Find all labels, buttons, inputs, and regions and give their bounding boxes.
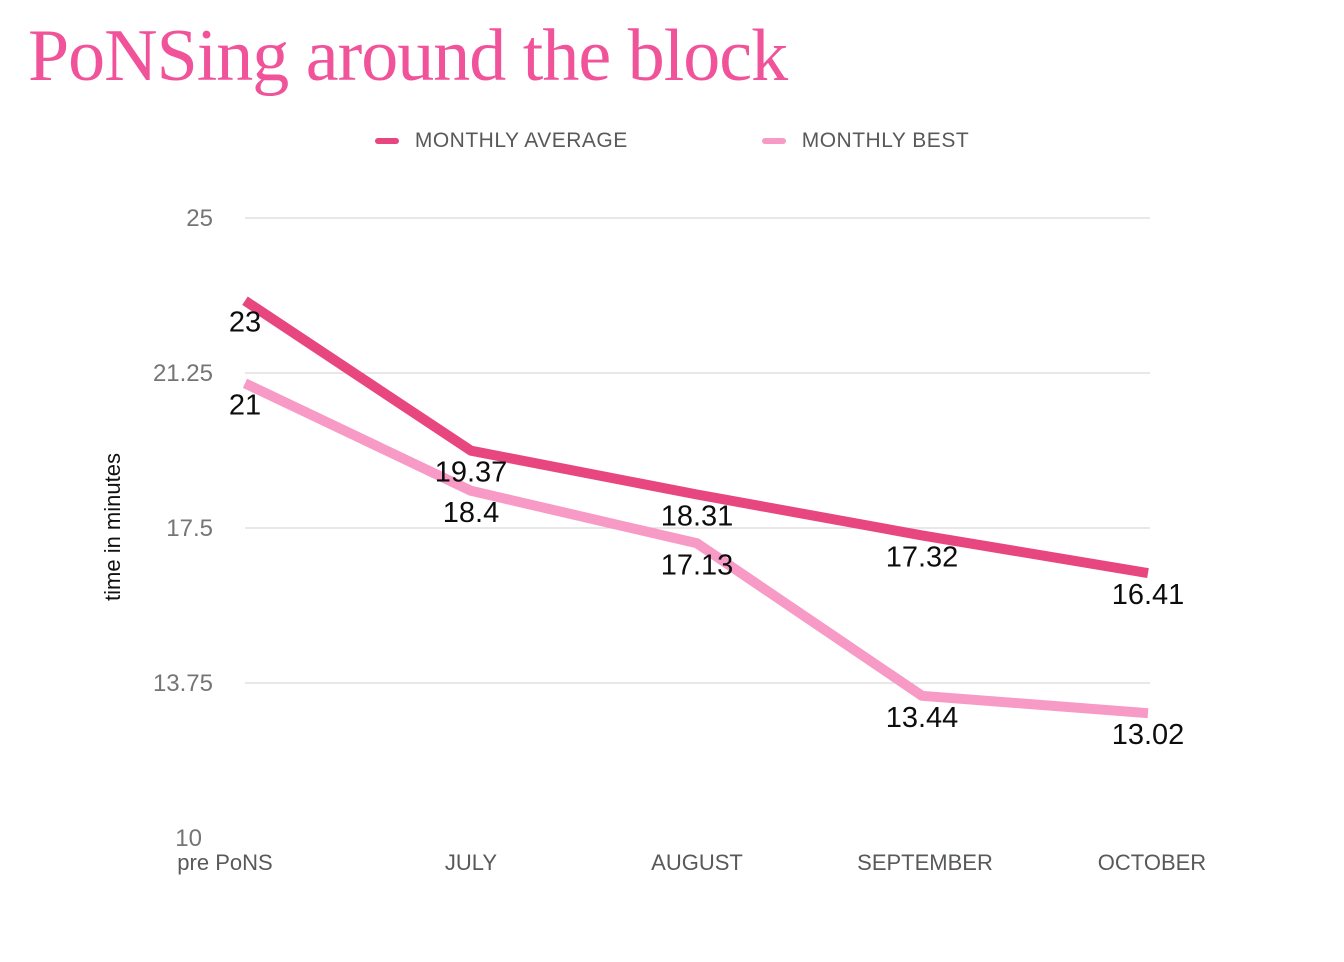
chart-title: PoNSing around the block [28, 15, 788, 97]
data-label-monthly-average: 23 [229, 307, 261, 339]
legend-item-monthly-best: MONTHLY BEST [761, 129, 970, 153]
data-label-monthly-best: 13.02 [1112, 719, 1185, 751]
series-line-monthly-best [242, 378, 1149, 719]
data-label-monthly-best: 21 [229, 389, 261, 421]
legend-dash-best-icon [761, 138, 786, 144]
x-axis-label: OCTOBER [1098, 850, 1206, 875]
data-label-monthly-average: 16.41 [1112, 579, 1185, 611]
data-label-monthly-average: 19.37 [435, 457, 508, 489]
legend-item-monthly-average: MONTHLY AVERAGE [374, 129, 628, 153]
data-label-monthly-best: 18.4 [443, 497, 499, 529]
y-tick-label: 10 [175, 825, 202, 852]
x-axis-label: AUGUST [651, 850, 743, 875]
data-label-monthly-average: 17.32 [886, 541, 959, 573]
legend-dash-average-icon [374, 138, 399, 144]
y-tick-label: 21.25 [153, 360, 213, 387]
y-tick-label: 13.75 [153, 670, 213, 697]
series-line-monthly-average [242, 296, 1149, 579]
data-label-monthly-average: 18.31 [661, 501, 734, 533]
data-label-monthly-best: 13.44 [886, 702, 959, 734]
legend-label-monthly-best: MONTHLY BEST [801, 129, 970, 152]
chart-legend: MONTHLY AVERAGE MONTHLY BEST [0, 129, 1344, 153]
legend-label-monthly-average: MONTHLY AVERAGE [414, 129, 628, 152]
data-label-monthly-best: 17.13 [661, 549, 734, 581]
x-axis-label: pre PoNS [177, 850, 272, 875]
x-axis-label: SEPTEMBER [857, 850, 993, 875]
y-tick-label: 25 [186, 205, 213, 232]
y-tick-label: 17.5 [166, 515, 213, 542]
x-axis-label: JULY [445, 850, 497, 875]
